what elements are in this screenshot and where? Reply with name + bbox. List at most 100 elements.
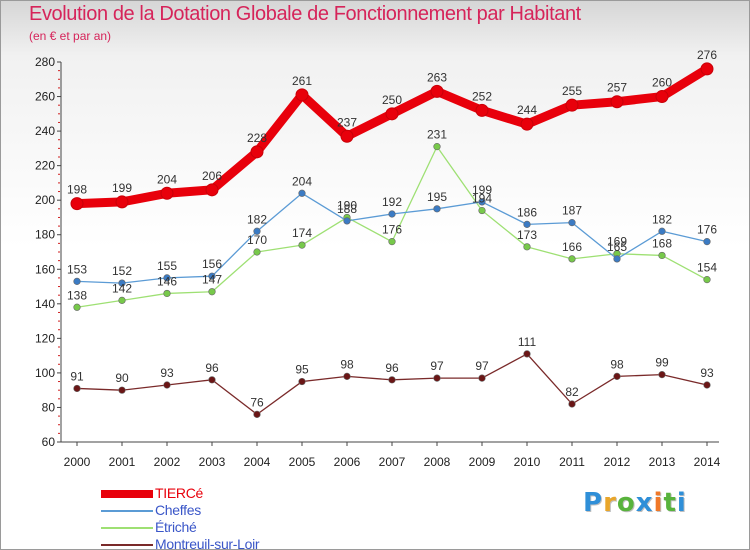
x-tick-label: 2000 <box>64 455 91 469</box>
logo-letter: i <box>676 488 687 518</box>
data-point <box>478 198 486 206</box>
data-label: 152 <box>112 264 132 278</box>
data-label: 96 <box>385 361 399 375</box>
legend-item: Montreuil-sur-Loir <box>101 537 341 549</box>
legend-swatch <box>101 544 153 546</box>
data-point <box>613 372 621 380</box>
x-tick-label: 2013 <box>649 455 676 469</box>
data-point <box>253 410 261 418</box>
y-tick-label: 100 <box>35 366 55 380</box>
data-label: 93 <box>700 366 714 380</box>
y-tick-label: 140 <box>35 297 55 311</box>
data-label: 182 <box>247 212 267 226</box>
data-label: 97 <box>430 359 444 373</box>
data-point <box>385 107 399 121</box>
data-point <box>253 248 261 256</box>
data-point <box>568 255 576 263</box>
data-point <box>160 186 174 200</box>
data-point <box>658 251 666 260</box>
data-label: 138 <box>67 288 87 302</box>
data-point <box>115 195 129 209</box>
data-label: 176 <box>382 223 402 237</box>
data-point <box>658 371 666 379</box>
data-point <box>388 376 396 384</box>
data-label: 76 <box>250 395 264 409</box>
legend-item: Cheffes <box>101 503 341 520</box>
data-point <box>163 381 171 389</box>
data-point <box>208 376 216 384</box>
data-label: 170 <box>247 233 267 247</box>
data-label: 231 <box>427 128 447 142</box>
data-point <box>433 205 441 213</box>
data-label: 169 <box>607 235 627 249</box>
data-label: 111 <box>518 335 537 349</box>
data-label: 165 <box>607 240 627 254</box>
data-point <box>163 289 171 298</box>
x-tick-label: 2005 <box>289 455 316 469</box>
data-label: 260 <box>652 76 672 90</box>
data-point <box>298 377 306 386</box>
data-label: 186 <box>517 205 537 219</box>
data-label: 263 <box>427 70 447 84</box>
data-label: 93 <box>160 366 174 380</box>
legend-label: Cheffes <box>155 502 201 518</box>
data-point <box>73 303 81 311</box>
data-point <box>70 197 84 211</box>
x-tick-label: 2008 <box>424 455 451 469</box>
data-label: 244 <box>517 103 537 117</box>
legend-label: Étriché <box>155 519 197 535</box>
data-point <box>478 206 486 215</box>
x-tick-label: 2004 <box>244 455 271 469</box>
data-point <box>523 350 531 358</box>
data-point <box>433 143 441 151</box>
data-point <box>703 276 711 284</box>
data-label: 156 <box>202 257 222 271</box>
data-label: 99 <box>655 356 669 370</box>
data-label: 195 <box>427 190 447 204</box>
legend-swatch <box>101 510 153 512</box>
x-tick-label: 2003 <box>199 455 226 469</box>
logo-letter: o <box>616 488 636 518</box>
y-tick-label: 240 <box>35 124 55 138</box>
data-point <box>655 90 669 104</box>
y-tick-label: 120 <box>35 331 55 345</box>
data-label: 166 <box>562 240 582 254</box>
y-tick-label: 260 <box>35 90 55 104</box>
data-label: 97 <box>475 359 489 373</box>
data-label: 82 <box>565 385 579 399</box>
data-point <box>520 117 534 131</box>
data-point <box>433 374 441 382</box>
data-point <box>295 88 309 102</box>
data-label: 204 <box>292 174 312 188</box>
data-point <box>388 238 396 246</box>
legend: TIERCé Cheffes Étriché Montreuil-sur-Loir <box>101 486 341 549</box>
data-point <box>613 255 621 263</box>
chart-subtitle: (en € et par an) <box>29 29 112 43</box>
data-label: 198 <box>67 183 87 197</box>
data-label: 261 <box>292 74 312 88</box>
data-label: 228 <box>247 131 267 145</box>
data-point <box>610 95 624 109</box>
x-tick-label: 2014 <box>694 455 721 469</box>
x-tick-label: 2001 <box>109 455 136 469</box>
data-label: 98 <box>340 357 354 371</box>
x-tick-label: 2006 <box>334 455 361 469</box>
data-label: 237 <box>337 115 357 129</box>
x-tick-label: 2009 <box>469 455 496 469</box>
logo-letter: t <box>663 488 677 518</box>
data-point <box>430 84 444 98</box>
data-point <box>343 372 351 380</box>
data-point <box>703 238 711 246</box>
data-label: 95 <box>295 363 309 377</box>
data-label: 154 <box>697 261 717 275</box>
data-point <box>73 384 81 393</box>
data-label: 252 <box>472 89 492 103</box>
x-tick-label: 2012 <box>604 455 631 469</box>
data-point <box>118 296 126 304</box>
data-point <box>700 62 714 76</box>
data-label: 153 <box>67 262 87 276</box>
data-point <box>163 274 171 282</box>
data-label: 182 <box>652 212 672 226</box>
data-point <box>658 227 666 235</box>
